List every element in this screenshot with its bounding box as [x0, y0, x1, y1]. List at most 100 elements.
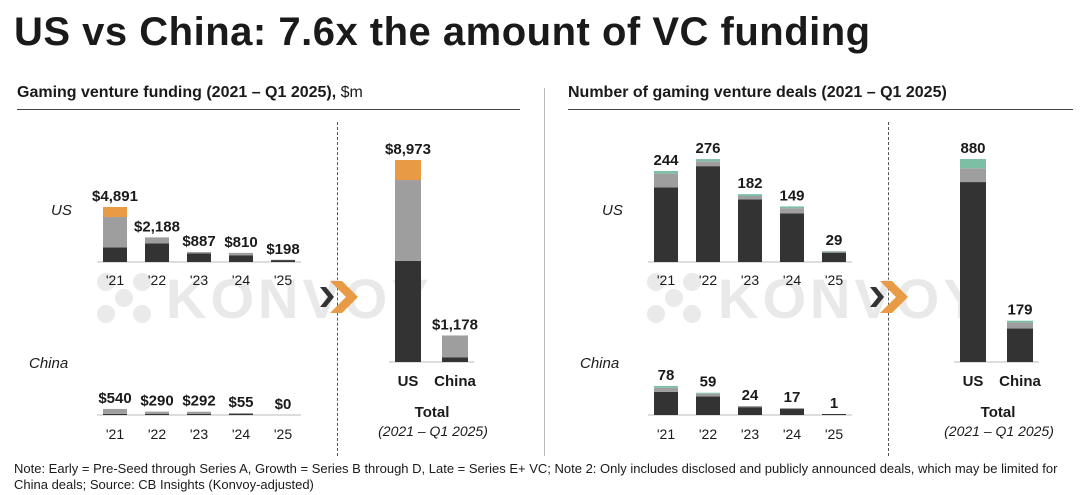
total-label-right: Total — [980, 404, 1016, 421]
row-label-us-right: US — [602, 202, 623, 219]
panel-separator — [544, 88, 545, 456]
category-tick-label: China — [434, 373, 476, 390]
category-tick-label: China — [999, 373, 1041, 390]
bar-segment-early — [780, 213, 804, 262]
konvoy-logo-watermark-left — [92, 272, 164, 329]
bar-value-label: 276 — [695, 140, 720, 157]
bar-value-label: $2,188 — [134, 218, 180, 235]
bar-segment-early — [960, 182, 986, 362]
left-header-rule — [17, 109, 520, 110]
bar-segment-late — [738, 194, 762, 196]
category-tick-label: '21 — [106, 272, 124, 288]
category-tick-label: '23 — [190, 426, 208, 442]
bar-segment-late — [654, 385, 678, 388]
category-tick-label: '22 — [699, 272, 717, 288]
bar-segment-early — [822, 414, 846, 415]
watermark-left: KONVOY — [166, 267, 433, 330]
bar-segment-late — [780, 206, 804, 209]
bar-segment-growth — [696, 161, 720, 167]
konvoy-logo-watermark-right — [642, 272, 714, 329]
bar-segment-growth — [654, 173, 678, 188]
category-tick-label: '24 — [232, 272, 250, 288]
bar-value-label: 182 — [737, 175, 762, 192]
bar-value-label: $290 — [140, 393, 173, 410]
category-tick-label: '21 — [106, 426, 124, 442]
category-tick-label: '24 — [232, 426, 250, 442]
bar-segment-late — [960, 159, 986, 169]
bar-segment-growth — [442, 335, 468, 358]
bar-value-label: 179 — [1007, 302, 1032, 319]
total-label-left: Total — [414, 404, 450, 421]
chevron-arrow-icon — [320, 281, 362, 318]
bar-segment-early — [1007, 328, 1033, 362]
watermark-right: KONVOY — [718, 267, 985, 330]
bar-value-label: $540 — [98, 390, 131, 407]
bar-value-label: 29 — [826, 232, 843, 249]
bar-segment-growth — [738, 195, 762, 200]
bar-value-label: $55 — [228, 394, 253, 411]
bar-segment-early — [271, 260, 295, 262]
row-label-us-left: US — [51, 202, 72, 219]
left-dashed-divider — [337, 122, 338, 456]
chevron-arrow-icon — [870, 281, 912, 318]
bar-segment-early — [654, 187, 678, 262]
bar-value-label: 78 — [658, 367, 675, 384]
bar-segment-growth — [696, 393, 720, 397]
bar-segment-early — [103, 413, 127, 415]
bar-segment-late — [103, 207, 127, 218]
bar-segment-late — [696, 392, 720, 394]
category-tick-label: '25 — [274, 426, 292, 442]
bar-value-label: $198 — [266, 241, 299, 258]
category-tick-label: '25 — [825, 272, 843, 288]
bar-segment-early — [229, 255, 253, 262]
bar-segment-late — [696, 159, 720, 162]
bar-value-label: $810 — [224, 234, 257, 251]
total-sub-left: (2021 – Q1 2025) — [378, 423, 488, 439]
konvoy-mark-icon — [647, 273, 701, 323]
bar-segment-growth — [145, 237, 169, 244]
bar-segment-growth — [822, 251, 846, 253]
bar-segment-early — [654, 391, 678, 415]
bar-segment-early — [696, 166, 720, 262]
category-tick-label: US — [963, 373, 984, 390]
category-tick-label: '22 — [699, 426, 717, 442]
bar-segment-early — [780, 409, 804, 415]
bar-segment-growth — [780, 208, 804, 214]
bar-segment-growth — [960, 168, 986, 183]
category-tick-label: '25 — [825, 426, 843, 442]
bar-value-label: 24 — [742, 387, 759, 404]
bar-value-label: $887 — [182, 233, 215, 250]
footnote: Note: Early = Pre-Seed through Series A,… — [14, 461, 1058, 492]
bar-segment-early — [145, 414, 169, 415]
bar-segment-growth — [654, 387, 678, 392]
bar-segment-early — [229, 414, 253, 415]
bar-value-label: $0 — [275, 396, 292, 413]
bar-segment-late — [1007, 320, 1033, 323]
bar-segment-early — [187, 413, 211, 415]
bar-value-label: $4,891 — [92, 188, 138, 205]
bar-value-label: 244 — [653, 152, 679, 169]
bar-segment-growth — [229, 413, 253, 414]
total-sub-right: (2021 – Q1 2025) — [944, 423, 1054, 439]
bar-value-label: $292 — [182, 393, 215, 410]
bar-segment-early — [187, 253, 211, 262]
bar-value-label: 149 — [779, 187, 804, 204]
bar-segment-early — [103, 247, 127, 262]
bar-segment-early — [395, 260, 421, 362]
left-panel-unit: $m — [340, 84, 363, 101]
bar-segment-early — [145, 243, 169, 262]
bar-value-label: 17 — [784, 389, 801, 406]
bar-segment-late — [395, 160, 421, 181]
bar-segment-growth — [780, 408, 804, 410]
bar-segment-early — [822, 252, 846, 262]
bar-segment-growth — [103, 217, 127, 248]
bar-segment-growth — [395, 180, 421, 261]
category-tick-label: '23 — [741, 426, 759, 442]
bar-segment-early — [442, 357, 468, 362]
category-tick-label: '23 — [741, 272, 759, 288]
bar-value-label: 1 — [830, 395, 838, 412]
right-panel-title: Number of gaming venture deals (2021 – Q… — [568, 84, 947, 101]
bar-segment-early — [738, 199, 762, 262]
row-label-china-left: China — [29, 355, 69, 372]
left-panel-title: Gaming venture funding (2021 – Q1 2025),… — [17, 84, 363, 102]
